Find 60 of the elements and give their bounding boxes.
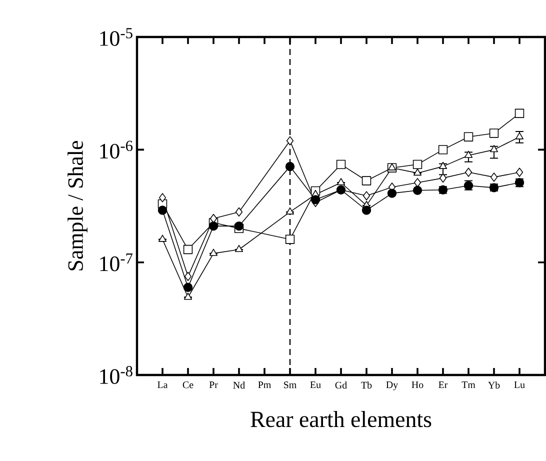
point xyxy=(412,186,422,196)
point xyxy=(286,136,294,146)
x-tick-label: Ce xyxy=(182,382,194,388)
point xyxy=(362,191,370,200)
point xyxy=(490,172,498,182)
x-tick-label: Tb xyxy=(361,382,372,389)
y-axis-title: Sample / Shale xyxy=(68,141,88,270)
point xyxy=(438,162,448,169)
point xyxy=(464,168,472,177)
x-tick-label: Pm xyxy=(258,382,271,388)
point xyxy=(362,176,372,186)
x-tick-label: Eu xyxy=(310,382,321,388)
x-tick-label: Lu xyxy=(514,382,525,388)
point xyxy=(439,173,447,183)
point xyxy=(184,272,192,282)
point xyxy=(413,168,422,176)
x-tick-label: Ho xyxy=(412,382,424,388)
point xyxy=(489,128,499,138)
point xyxy=(387,188,397,198)
point xyxy=(235,207,243,217)
y-tick-label: 10$^{-5}$ xyxy=(100,28,132,46)
point xyxy=(285,162,295,172)
point xyxy=(464,132,474,142)
x-tick-label: La xyxy=(158,382,168,388)
x-tick-label: Pr xyxy=(209,382,218,388)
x-tick-label: Nd xyxy=(233,382,245,389)
point xyxy=(183,282,193,292)
point xyxy=(158,234,167,242)
point xyxy=(158,206,168,215)
point xyxy=(490,145,498,152)
x-tick-label: Sm xyxy=(284,382,296,388)
point xyxy=(412,160,422,170)
point xyxy=(336,160,346,170)
point xyxy=(336,178,346,186)
point xyxy=(184,292,192,300)
point xyxy=(183,244,193,254)
point xyxy=(234,221,244,231)
point xyxy=(234,244,244,252)
point xyxy=(310,195,320,204)
point xyxy=(388,163,396,170)
point xyxy=(516,168,524,177)
point xyxy=(158,193,166,202)
y-tick-label: 10$^{-8}$ xyxy=(100,366,132,384)
point xyxy=(285,234,295,244)
point xyxy=(438,145,448,154)
y-tick-label: 10$^{-6}$ xyxy=(100,140,133,159)
point xyxy=(362,206,372,215)
point xyxy=(208,221,218,231)
x-tick-label: Er xyxy=(438,382,448,388)
point xyxy=(464,150,473,158)
y-tick-label: 10$^{-7}$ xyxy=(100,253,133,272)
point xyxy=(514,108,524,118)
point xyxy=(286,207,294,214)
point xyxy=(210,214,218,224)
point xyxy=(209,248,218,256)
x-tick-label: Dy xyxy=(386,382,398,390)
x-tick-label: Yb xyxy=(488,382,500,389)
x-tick-label: Gd xyxy=(335,382,347,389)
x-axis-title: Rear earth elements xyxy=(250,411,432,428)
x-tick-label: Tm xyxy=(462,382,476,388)
